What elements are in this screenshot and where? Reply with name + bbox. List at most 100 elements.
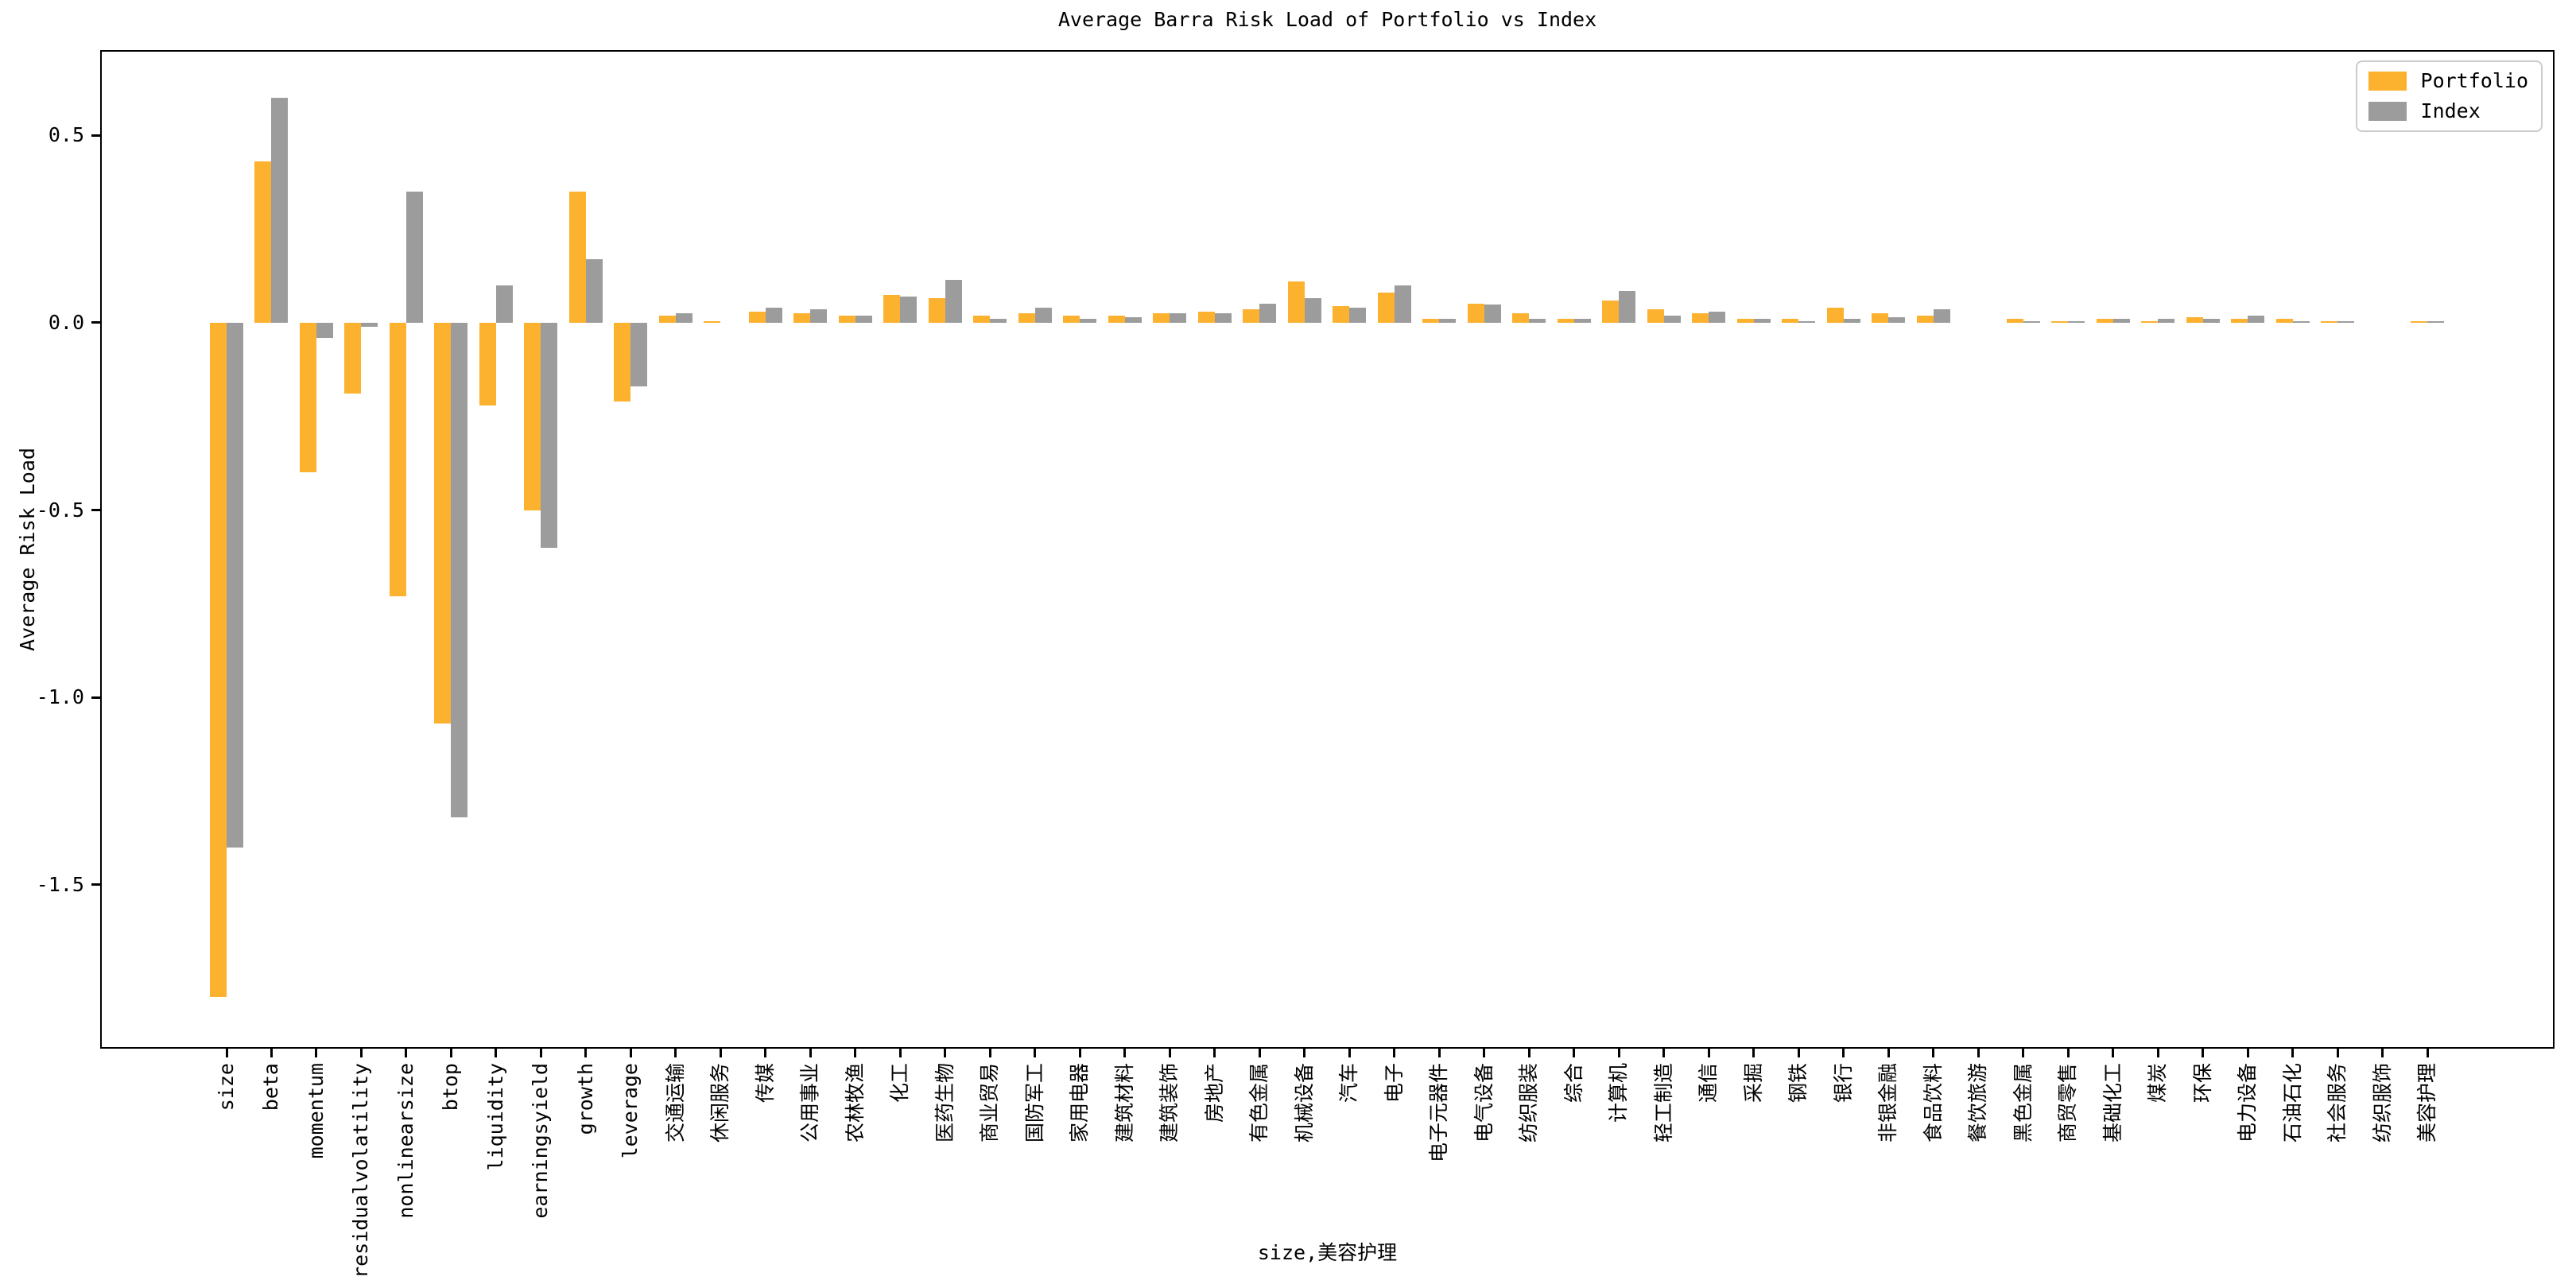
x-tick-mark xyxy=(898,1049,902,1057)
x-tick-label: 交通运输 xyxy=(663,1063,687,1143)
x-tick-label: 家用电器 xyxy=(1068,1063,1092,1143)
y-tick-mark xyxy=(91,321,100,324)
y-axis-title: Average Risk Load xyxy=(16,448,39,651)
bar-index-44 xyxy=(2202,319,2220,323)
bar-index-3 xyxy=(361,322,378,327)
x-tick-mark xyxy=(1617,1049,1620,1057)
bar-portfolio-14 xyxy=(838,315,855,323)
bar-index-43 xyxy=(2158,319,2175,323)
x-tick-label: 美容护理 xyxy=(2415,1063,2438,1143)
bar-index-26 xyxy=(1394,285,1411,323)
y-tick-label: -1.0 xyxy=(36,685,84,709)
x-tick-mark xyxy=(449,1049,452,1057)
x-tick-label: 黑色金属 xyxy=(2011,1063,2035,1143)
y-tick-label: -1.5 xyxy=(36,872,84,896)
bar-index-35 xyxy=(1798,320,1816,323)
x-tick-mark xyxy=(2156,1049,2159,1057)
x-tick-mark xyxy=(1707,1049,1710,1057)
bar-index-33 xyxy=(1709,311,1726,323)
bar-portfolio-42 xyxy=(2096,319,2113,323)
bar-index-24 xyxy=(1304,298,1321,323)
x-tick-label: 电子元器件 xyxy=(1427,1063,1451,1163)
bar-index-46 xyxy=(2292,320,2310,323)
bar-index-4 xyxy=(405,192,423,323)
x-tick-mark xyxy=(539,1049,542,1057)
bar-index-41 xyxy=(2068,320,2085,323)
bar-portfolio-23 xyxy=(1243,309,1260,323)
bar-portfolio-43 xyxy=(2141,320,2159,323)
bar-index-7 xyxy=(541,322,558,548)
x-tick-mark xyxy=(1662,1049,1666,1057)
x-tick-mark xyxy=(1932,1049,1935,1057)
x-tick-label: 轻工制造 xyxy=(1651,1063,1675,1143)
y-tick-label: 0.5 xyxy=(48,123,84,147)
x-tick-mark xyxy=(2381,1049,2384,1057)
bar-portfolio-10 xyxy=(658,315,676,323)
bar-index-25 xyxy=(1349,308,1367,323)
x-tick-mark xyxy=(1123,1049,1127,1057)
x-tick-label: 化工 xyxy=(888,1063,912,1104)
x-tick-mark xyxy=(270,1049,273,1057)
x-tick-label: nonlinearsize xyxy=(394,1063,417,1219)
x-tick-label: earningsyield xyxy=(529,1063,553,1219)
x-tick-label: 采掘 xyxy=(1741,1063,1765,1104)
x-tick-label: btop xyxy=(439,1063,463,1111)
x-tick-label: 通信 xyxy=(1697,1063,1721,1104)
bar-portfolio-38 xyxy=(1916,315,1934,323)
bar-portfolio-4 xyxy=(389,322,406,596)
bar-index-14 xyxy=(855,315,872,323)
x-tick-mark xyxy=(1303,1049,1306,1057)
bar-index-10 xyxy=(675,313,692,323)
bar-portfolio-5 xyxy=(434,322,452,724)
x-tick-mark xyxy=(315,1049,318,1057)
x-tick-label: 电气设备 xyxy=(1472,1063,1496,1143)
x-tick-label: 建筑材料 xyxy=(1112,1063,1136,1143)
y-tick-mark xyxy=(91,509,100,512)
x-tick-mark xyxy=(2202,1049,2205,1057)
bar-index-5 xyxy=(451,322,468,817)
x-tick-label: 非银金融 xyxy=(1876,1063,1900,1143)
x-tick-mark xyxy=(719,1049,722,1057)
bar-index-36 xyxy=(1843,319,1860,323)
bar-portfolio-21 xyxy=(1153,313,1170,323)
x-tick-label: 有色金属 xyxy=(1247,1063,1271,1143)
bar-portfolio-7 xyxy=(524,322,541,510)
x-tick-mark xyxy=(854,1049,857,1057)
bar-index-13 xyxy=(810,309,828,323)
bar-portfolio-44 xyxy=(2186,316,2203,323)
x-tick-mark xyxy=(405,1049,408,1057)
y-tick-mark xyxy=(91,883,100,886)
bar-portfolio-8 xyxy=(568,192,586,323)
bar-portfolio-16 xyxy=(928,298,945,323)
bar-portfolio-29 xyxy=(1512,313,1530,323)
x-tick-label: 房地产 xyxy=(1202,1063,1226,1123)
x-tick-mark xyxy=(1348,1049,1351,1057)
bar-portfolio-3 xyxy=(344,322,362,394)
x-tick-label: 电子 xyxy=(1382,1063,1406,1104)
x-tick-mark xyxy=(1483,1049,1486,1057)
legend: Portfolio Index xyxy=(2355,60,2543,132)
bar-index-8 xyxy=(585,258,603,323)
bar-index-19 xyxy=(1080,319,1097,323)
bar-index-2 xyxy=(316,322,333,338)
bar-portfolio-25 xyxy=(1333,305,1350,323)
x-tick-mark xyxy=(1797,1049,1800,1057)
x-tick-mark xyxy=(1887,1049,1890,1057)
x-tick-label: leverage xyxy=(619,1063,642,1159)
bar-portfolio-17 xyxy=(973,315,991,323)
x-tick-label: 环保 xyxy=(2190,1063,2214,1104)
bar-portfolio-20 xyxy=(1108,315,1125,323)
x-tick-mark xyxy=(988,1049,991,1057)
legend-label: Index xyxy=(2420,99,2481,122)
x-tick-mark xyxy=(1213,1049,1216,1057)
x-tick-label: 汽车 xyxy=(1337,1063,1361,1104)
bar-portfolio-37 xyxy=(1872,313,1889,323)
plot-area xyxy=(100,50,2555,1049)
x-tick-label: 商贸零售 xyxy=(2056,1063,2080,1143)
bar-portfolio-31 xyxy=(1602,300,1620,323)
bar-portfolio-18 xyxy=(1018,313,1035,323)
x-tick-label: 综合 xyxy=(1562,1063,1585,1104)
x-tick-label: 石油石化 xyxy=(2280,1063,2304,1143)
x-tick-label: 医药生物 xyxy=(933,1063,956,1143)
